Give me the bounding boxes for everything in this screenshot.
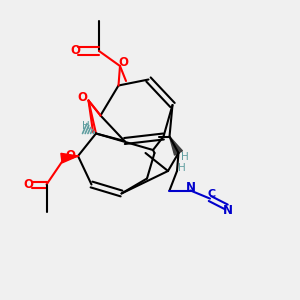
Text: N: N — [223, 203, 233, 217]
Text: O: O — [23, 178, 34, 191]
Text: H: H — [178, 163, 185, 173]
Text: H: H — [181, 152, 188, 163]
Text: C: C — [207, 189, 216, 199]
Text: O: O — [77, 91, 88, 104]
Text: O: O — [118, 56, 128, 70]
Text: O: O — [65, 148, 76, 162]
Text: O: O — [70, 44, 80, 58]
Text: N: N — [185, 181, 196, 194]
Polygon shape — [169, 136, 182, 155]
Polygon shape — [61, 153, 78, 163]
Text: H: H — [82, 121, 89, 131]
